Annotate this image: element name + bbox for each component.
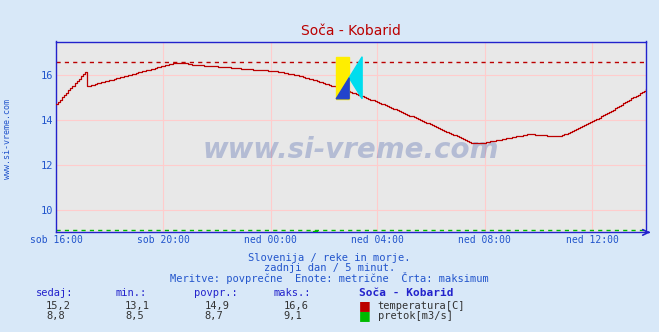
Text: 8,7: 8,7 — [204, 311, 223, 321]
Text: pretok[m3/s]: pretok[m3/s] — [378, 311, 453, 321]
Title: Soča - Kobarid: Soča - Kobarid — [301, 24, 401, 38]
Text: Slovenija / reke in morje.: Slovenija / reke in morje. — [248, 253, 411, 263]
Polygon shape — [336, 78, 349, 99]
Text: 8,8: 8,8 — [46, 311, 65, 321]
Text: Meritve: povprečne  Enote: metrične  Črta: maksimum: Meritve: povprečne Enote: metrične Črta:… — [170, 272, 489, 284]
Polygon shape — [349, 57, 362, 99]
Text: min.:: min.: — [115, 288, 146, 298]
Text: maks.:: maks.: — [273, 288, 311, 298]
Text: www.si-vreme.com: www.si-vreme.com — [203, 136, 499, 164]
Text: 8,5: 8,5 — [125, 311, 144, 321]
Text: zadnji dan / 5 minut.: zadnji dan / 5 minut. — [264, 263, 395, 273]
Text: ■: ■ — [359, 309, 371, 322]
Text: 15,2: 15,2 — [46, 301, 71, 311]
Text: temperatura[C]: temperatura[C] — [378, 301, 465, 311]
Text: 13,1: 13,1 — [125, 301, 150, 311]
Text: www.si-vreme.com: www.si-vreme.com — [3, 100, 13, 179]
Text: 16,6: 16,6 — [283, 301, 308, 311]
Text: Soča - Kobarid: Soča - Kobarid — [359, 288, 453, 298]
Text: povpr.:: povpr.: — [194, 288, 238, 298]
Text: 9,1: 9,1 — [283, 311, 302, 321]
Text: ■: ■ — [359, 299, 371, 312]
Text: 14,9: 14,9 — [204, 301, 229, 311]
Text: sedaj:: sedaj: — [36, 288, 74, 298]
Bar — [336, 57, 349, 99]
